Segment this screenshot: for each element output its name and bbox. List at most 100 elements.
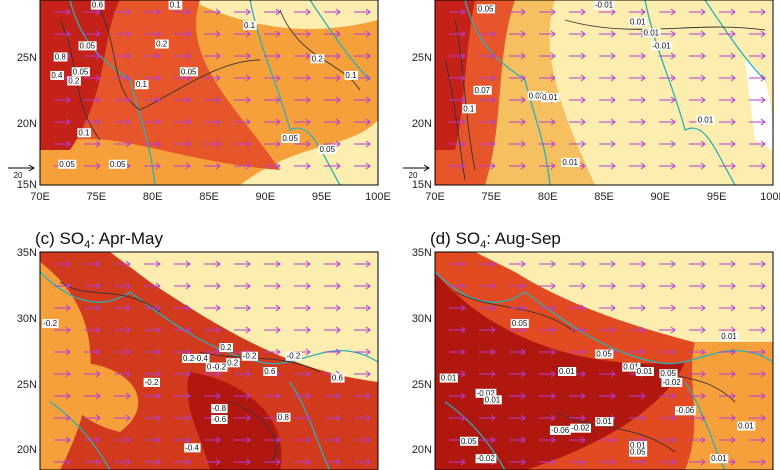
wind-arrow (234, 30, 251, 38)
wind-arrow (84, 162, 101, 170)
wind-arrow (509, 282, 526, 290)
wind-arrow (509, 52, 526, 60)
wind-arrow (749, 458, 766, 466)
contour-label: 0.07 (475, 86, 491, 95)
wind-arrow (569, 74, 586, 82)
contour-label: 0.6 (92, 1, 104, 10)
wind-arrow (84, 30, 101, 38)
label-bg (184, 443, 201, 453)
wind-arrow (629, 326, 646, 334)
wind-arrow (479, 348, 496, 356)
wind-arrow (659, 458, 676, 466)
wind-arrow (54, 436, 71, 444)
wind-arrow (174, 414, 191, 422)
wind-arrow (84, 140, 101, 148)
wind-arrow (354, 118, 371, 126)
lon-tick-label: 95E (312, 191, 332, 203)
wind-arrow (144, 370, 161, 378)
wind-arrow (114, 96, 131, 104)
wind-arrow (114, 370, 131, 378)
wind-arrow (599, 140, 616, 148)
lat-tick-label: 25N (17, 379, 37, 391)
wind-arrow (569, 282, 586, 290)
wind-arrow (354, 140, 371, 148)
wind-arrow (479, 260, 496, 268)
wind-arrow (509, 370, 526, 378)
wind-arrow (599, 30, 616, 38)
wind-arrow (234, 96, 251, 104)
wind-arrow (659, 436, 676, 444)
title-part: : Aug-Sep (486, 229, 561, 248)
shade-region (475, 252, 773, 362)
wind-arrow (324, 118, 341, 126)
wind-arrow (719, 436, 736, 444)
wind-arrow (659, 140, 676, 148)
contour-label: 0.2 (220, 343, 232, 352)
wind-arrow (144, 414, 161, 422)
contour-label: 0.05 (59, 160, 75, 169)
wind-arrow (509, 118, 526, 126)
wind-arrow (354, 260, 371, 268)
wind-arrow (749, 140, 766, 148)
wind-arrow (629, 282, 646, 290)
wind-arrow (84, 96, 101, 104)
wind-arrow (114, 140, 131, 148)
lat-tick-label: 35N (17, 247, 37, 259)
wind-arrow (54, 458, 71, 466)
wind-arrow (749, 414, 766, 422)
wind-arrow (449, 326, 466, 334)
lon-tick-label: 85E (199, 191, 219, 203)
wind-arrow (509, 74, 526, 82)
wind-arrow (204, 140, 221, 148)
wind-arrow (144, 162, 161, 170)
wind-arrow (234, 260, 251, 268)
label-bg (219, 343, 234, 353)
wind-arrow (234, 392, 251, 400)
label-bg (168, 0, 183, 10)
wind-arrow (114, 326, 131, 334)
wind-arrow (539, 162, 556, 170)
wind-arrow (354, 52, 371, 60)
contour-label: 0.1 (78, 128, 90, 137)
wind-arrow (719, 304, 736, 312)
wind-arrow (569, 392, 586, 400)
wind-arrow (354, 436, 371, 444)
wind-arrow (54, 30, 71, 38)
wind-arrow (749, 260, 766, 268)
wind-arrow (689, 52, 706, 60)
contour-label: 0.05 (181, 67, 197, 76)
contour-label: 0.1 (136, 80, 148, 89)
wind-arrow (204, 370, 221, 378)
wind-arrow (234, 304, 251, 312)
wind-arrow (84, 348, 101, 356)
map-fill (40, 0, 378, 185)
wind-arrow (479, 74, 496, 82)
label-bg (143, 377, 160, 387)
lat-tick-label: 30N (412, 313, 432, 325)
wind-arrow (689, 282, 706, 290)
lon-tick-label: 70E (30, 191, 50, 203)
contour-label: 0.6 (264, 367, 276, 376)
wind-arrow (234, 282, 251, 290)
wind-arrow (509, 260, 526, 268)
label-bg (675, 406, 696, 416)
title-part: (d) SO (430, 229, 480, 248)
wind-arrow (114, 436, 131, 444)
wind-arrow (479, 96, 496, 104)
wind-arrow (569, 8, 586, 16)
wind-arrow (509, 304, 526, 312)
wind-arrow (479, 52, 496, 60)
wind-arrow (719, 30, 736, 38)
wind-arrow (354, 348, 371, 356)
wind-arrow (689, 162, 706, 170)
contour (59, 281, 321, 463)
wind-arrow (324, 414, 341, 422)
wind-arrow (114, 8, 131, 16)
wind-arrow (749, 30, 766, 38)
wind-arrow (54, 348, 71, 356)
wind-arrow (539, 436, 556, 444)
wind-arrow (569, 436, 586, 444)
map-fill (435, 252, 773, 470)
map-frame (434, 251, 774, 470)
